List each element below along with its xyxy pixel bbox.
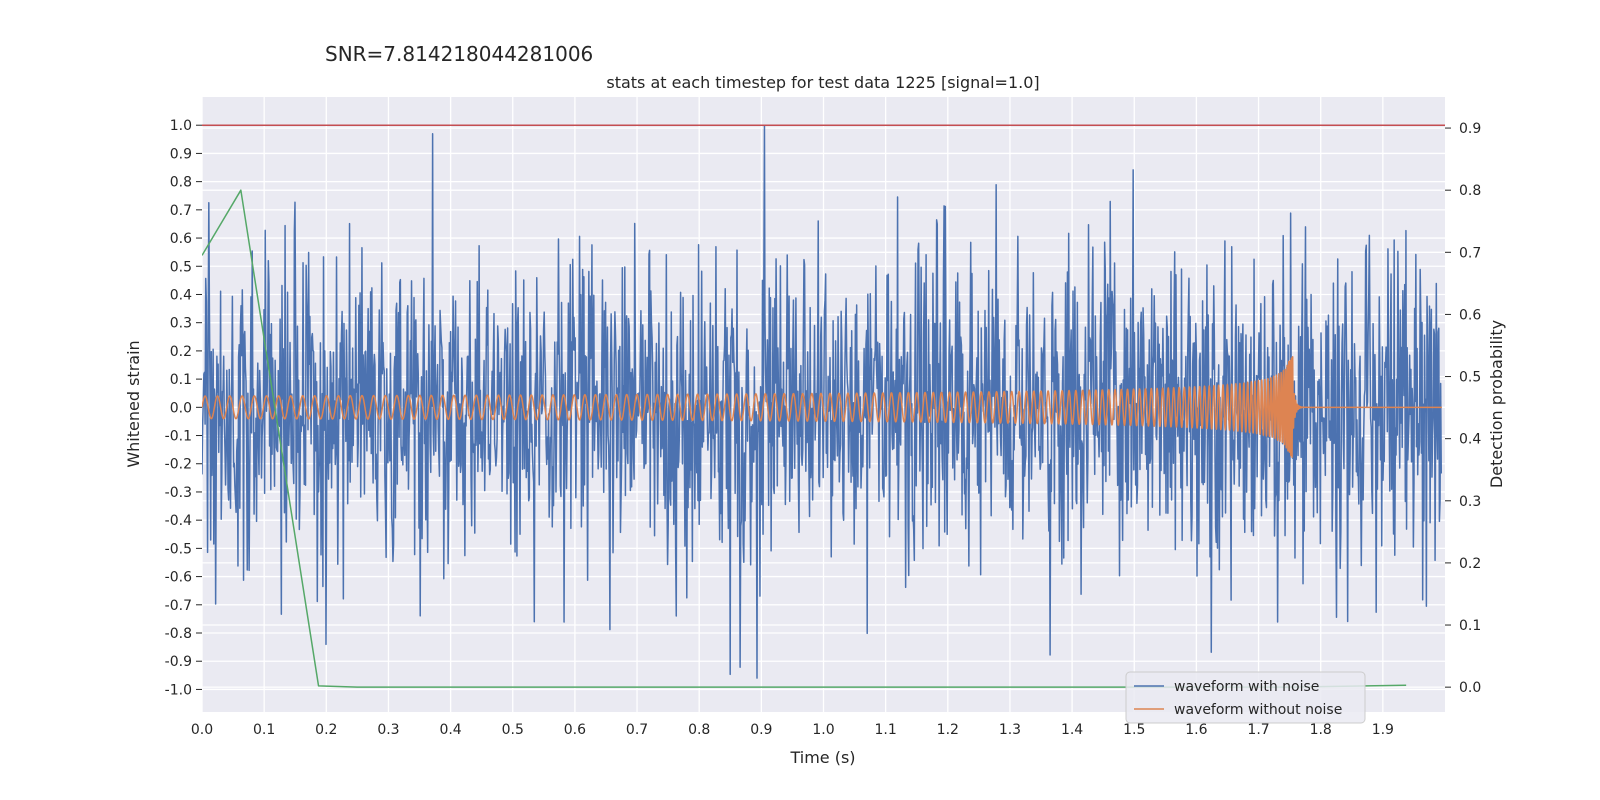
y-tick-label: -0.8 (165, 626, 192, 642)
y-tick-label: -0.5 (165, 541, 192, 557)
x-tick-label: 0.3 (377, 722, 399, 738)
chart-title: stats at each timestep for test data 122… (606, 73, 1039, 92)
x-tick-label: 1.1 (875, 722, 897, 738)
y-tick-label: 0.4 (170, 287, 192, 303)
x-tick-label: 0.8 (688, 722, 710, 738)
y-tick-label: -0.3 (165, 485, 192, 501)
y2-tick-label: 0.5 (1459, 370, 1481, 386)
x-tick-label: 1.4 (1061, 722, 1083, 738)
y-tick-label: -0.1 (165, 429, 192, 445)
x-tick-label: 0.9 (750, 722, 772, 738)
snr-title: SNR=7.814218044281006 (325, 42, 593, 66)
y-tick-label: 0.8 (170, 175, 192, 191)
x-tick-label: 1.2 (937, 722, 959, 738)
y2-tick-label: 0.3 (1459, 494, 1481, 510)
x-tick-label: 1.3 (999, 722, 1021, 738)
y-tick-label: 0.0 (170, 400, 192, 416)
x-axis-label: Time (s) (789, 748, 855, 767)
x-axis-ticks: 0.0 0.1 0.2 0.3 0.4 0.5 0.6 0.7 0.8 0.9 1.0 1.1 1.2 1… (191, 722, 1394, 738)
y2-tick-label: 0.1 (1459, 618, 1481, 634)
legend: waveform with noise waveform without nois… (1125, 671, 1366, 724)
legend-box (1125, 671, 1366, 724)
y-tick-label: 0.3 (170, 316, 192, 332)
y2-tick-label: 0.0 (1459, 680, 1481, 696)
x-tick-label: 1.8 (1310, 722, 1332, 738)
y-tick-label: 0.5 (170, 259, 192, 275)
y-tick-label: 0.7 (170, 203, 192, 219)
x-tick-label: 1.5 (1123, 722, 1145, 738)
y-tick-label: 0.9 (170, 146, 192, 162)
y2-tick-label: 0.2 (1459, 556, 1481, 572)
y-tick-label: 0.2 (170, 344, 192, 360)
y-tick-label: -1.0 (165, 682, 192, 698)
legend-label: waveform without noise (1174, 702, 1342, 718)
x-tick-label: 0.2 (315, 722, 337, 738)
x-tick-label: 0.7 (626, 722, 648, 738)
y-tick-label: -0.7 (165, 598, 192, 614)
y-tick-label: -0.2 (165, 457, 192, 473)
y-tick-label: -0.9 (165, 654, 192, 670)
x-tick-label: 0.4 (439, 722, 461, 738)
y-axis-label: Whitened strain (124, 340, 143, 467)
y-tick-label: -0.4 (165, 513, 192, 529)
y2-axis-ticks: 0.9 0.8 0.7 0.6 0.5 0.4 0.3 0.2 0.1 0.0 (1445, 121, 1481, 696)
series-line-0 (202, 124, 1443, 679)
x-tick-label: 1.0 (812, 722, 834, 738)
x-tick-label: 0.1 (253, 722, 275, 738)
y-tick-label: -0.6 (165, 570, 192, 586)
x-tick-label: 0.6 (564, 722, 586, 738)
y-tick-label: 1.0 (170, 118, 192, 134)
y-tick-label: 0.1 (170, 372, 192, 388)
x-tick-label: 1.7 (1247, 722, 1269, 738)
x-tick-label: 1.9 (1372, 722, 1394, 738)
y2-tick-label: 0.4 (1459, 432, 1481, 448)
y2-tick-label: 0.6 (1459, 307, 1481, 323)
y2-axis-label: Detection probability (1487, 320, 1506, 488)
x-tick-label: 1.6 (1185, 722, 1207, 738)
y2-tick-label: 0.9 (1459, 121, 1481, 137)
series-line-1 (202, 356, 1443, 459)
y-tick-label: 0.6 (170, 231, 192, 247)
legend-label: waveform with noise (1174, 679, 1319, 695)
y2-tick-label: 0.7 (1459, 245, 1481, 261)
x-tick-label: 0.5 (502, 722, 524, 738)
y2-tick-label: 0.8 (1459, 183, 1481, 199)
y-axis-ticks: 1.0 0.9 0.8 0.7 0.6 0.5 0.4 0.3 0.2 0.1 0.0 -0.1 -0.… (165, 118, 202, 698)
x-tick-label: 0.0 (191, 722, 213, 738)
